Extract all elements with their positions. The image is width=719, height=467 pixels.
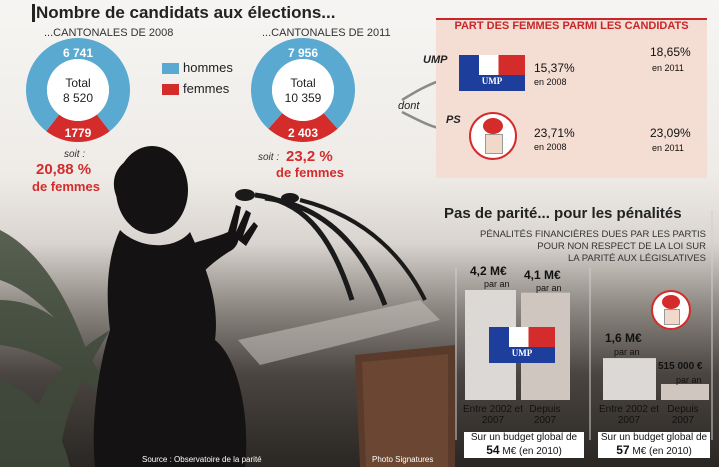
ump-budget-line1: Sur un budget global de — [470, 432, 578, 443]
ps-cat1: Entre 2002 et 2007 — [598, 404, 660, 426]
donut-2011-total-value: 10 359 — [284, 91, 322, 105]
ps-cat2: Depuis 2007 — [667, 404, 699, 426]
ps-rose-bars-icon — [651, 290, 691, 330]
donut-2008-pct: 20,88 % — [36, 161, 92, 178]
donut-2008-femmes-label: 1779 — [64, 126, 92, 140]
main-title: Nombre de candidats aux élections... — [36, 3, 336, 22]
ump-2011-value: 18,65% — [650, 45, 691, 59]
ump-cat2: Depuis 2007 — [529, 404, 561, 426]
ump-logo-text: UMP — [481, 76, 503, 86]
row-ump-party: UMP — [423, 54, 448, 66]
ps-budget: Sur un budget global de 57 M€ (en 2010) — [598, 432, 710, 458]
penalties-title: Pas de parité... pour les pénalités — [444, 205, 682, 222]
ps-bar1-value: 1,6 M€ — [605, 331, 642, 345]
bar-ps-1 — [661, 384, 709, 400]
ps-bar2-value: 515 000 € — [658, 361, 703, 372]
donut-0-hole — [47, 59, 109, 121]
ps-2008-year: en 2008 — [534, 142, 567, 152]
ump-logo-bars-icon: UMP — [489, 327, 555, 363]
women-share-title: PART DES FEMMES PARMI LES CANDIDATS — [454, 20, 689, 32]
title-marker — [32, 4, 35, 22]
ps-rose-icon — [469, 112, 517, 160]
donut-1-slice-hommes — [251, 38, 355, 129]
ump-2008-year: en 2008 — [534, 77, 567, 87]
donut-2008-subtitle: ...CANTONALES DE 2008 — [44, 27, 174, 39]
speaker-silhouette — [93, 146, 258, 467]
legend-femmes-swatch — [162, 84, 179, 95]
legend-hommes-swatch — [162, 63, 179, 74]
penalties-desc-line1: PÉNALITÉS FINANCIÈRES DUES PAR LES PARTI… — [480, 229, 706, 240]
donut-1-hole — [272, 59, 334, 121]
penalties-desc-line3: LA PARITÉ AUX LÉGISLATIVES — [568, 253, 706, 264]
donut-2008-hommes-label: 6 741 — [62, 46, 94, 60]
lectern — [235, 189, 455, 467]
source-credit: Source : Observatoire de la parité — [142, 455, 262, 464]
ump-budget: Sur un budget global de 54 M€ (en 2010) — [464, 432, 584, 458]
donut-2008-total-value: 8 520 — [62, 91, 94, 105]
ump-budget-unit: M€ (en 2010) — [502, 446, 562, 457]
row-ps-party: PS — [446, 114, 461, 126]
ump-bar2-per: par an — [536, 283, 562, 293]
ps-bar2-per: par an — [676, 375, 702, 385]
donut-0-slice-hommes — [26, 38, 131, 132]
ump-budget-value: 54 — [486, 443, 500, 457]
penalties-desc-line2: POUR NON RESPECT DE LA LOI SUR — [537, 241, 706, 252]
ps-budget-line1: Sur un budget global de — [600, 432, 708, 443]
donut-2011-subtitle: ...CANTONALES DE 2011 — [262, 27, 391, 39]
donut-2011-pct-label: de femmes — [276, 165, 344, 180]
bar-ps-0 — [603, 358, 656, 400]
plant-silhouette — [0, 230, 110, 467]
donut-2011-hommes-label: 7 956 — [287, 46, 319, 60]
donut-1-slice-femmes — [268, 113, 338, 143]
ump-logo-bars-text: UMP — [511, 348, 533, 358]
ump-cat1: Entre 2002 et 2007 — [462, 404, 524, 426]
panel-top-rule — [436, 18, 707, 20]
donut-2008-pct-label: de femmes — [32, 179, 100, 194]
donut-2008-soit: soit : — [64, 149, 86, 160]
photo-credit: Photo Signatures — [372, 455, 434, 464]
donut-2011-pct: 23,2 % — [286, 148, 333, 165]
ump-bar1-per: par an — [484, 279, 510, 289]
ump-2011-year: en 2011 — [652, 63, 684, 73]
ps-2008-value: 23,71% — [534, 126, 575, 140]
ps-budget-unit: M€ (en 2010) — [632, 446, 692, 457]
donut-0-slice-femmes — [46, 114, 110, 142]
donut-2011-soit: soit : — [258, 152, 280, 163]
ump-2008-value: 15,37% — [534, 61, 575, 75]
ump-logo-icon: UMP — [459, 55, 525, 91]
penalties-description: PÉNALITÉS FINANCIÈRES DUES PAR LES PARTI… — [470, 229, 706, 265]
ps-bar1-per: par an — [614, 347, 640, 357]
donut-2011-femmes-label: 2 403 — [287, 126, 319, 140]
donut-2008-total-label: Total — [65, 76, 91, 90]
ump-bar1-value: 4,2 M€ — [470, 264, 507, 278]
dont-label: dont — [398, 100, 420, 112]
ps-2011-year: en 2011 — [652, 143, 684, 153]
ps-2011-value: 23,09% — [650, 126, 691, 140]
ump-bar2-value: 4,1 M€ — [524, 268, 561, 282]
legend-femmes-label: femmes — [183, 81, 230, 96]
ps-budget-value: 57 — [616, 443, 630, 457]
donut-2011-total-label: Total — [290, 76, 316, 90]
legend-hommes-label: hommes — [183, 60, 233, 75]
